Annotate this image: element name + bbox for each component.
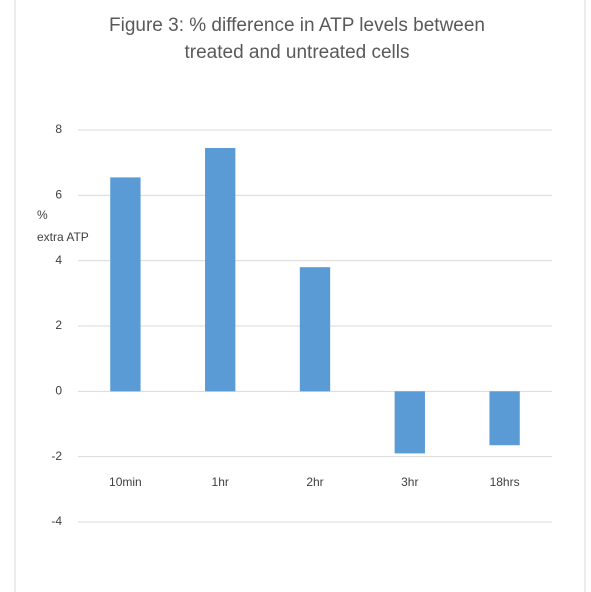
x-tick-label: 2hr — [306, 475, 323, 489]
y-tick-label: 6 — [55, 188, 62, 202]
y-tick-label: 0 — [55, 384, 62, 398]
y-axis-label: extra ATP — [37, 230, 89, 244]
y-tick-label: 4 — [55, 253, 62, 267]
bar — [489, 391, 520, 446]
x-tick-label: 10min — [109, 475, 142, 489]
y-tick-label: -4 — [51, 514, 62, 528]
y-axis-label: % — [37, 208, 48, 222]
bar — [394, 391, 425, 454]
y-tick-label: -2 — [51, 449, 62, 463]
x-tick-label: 1hr — [212, 475, 229, 489]
y-tick-label: 2 — [55, 318, 62, 332]
bar — [110, 177, 141, 392]
y-tick-label: 8 — [55, 122, 62, 136]
bar — [205, 147, 236, 392]
x-tick-label: 3hr — [401, 475, 418, 489]
chart-title: Figure 3: % difference in ATP levels bet… — [109, 15, 485, 36]
bar — [299, 267, 331, 392]
chart-title: treated and untreated cells — [185, 42, 410, 63]
x-tick-label: 18hrs — [490, 475, 520, 489]
